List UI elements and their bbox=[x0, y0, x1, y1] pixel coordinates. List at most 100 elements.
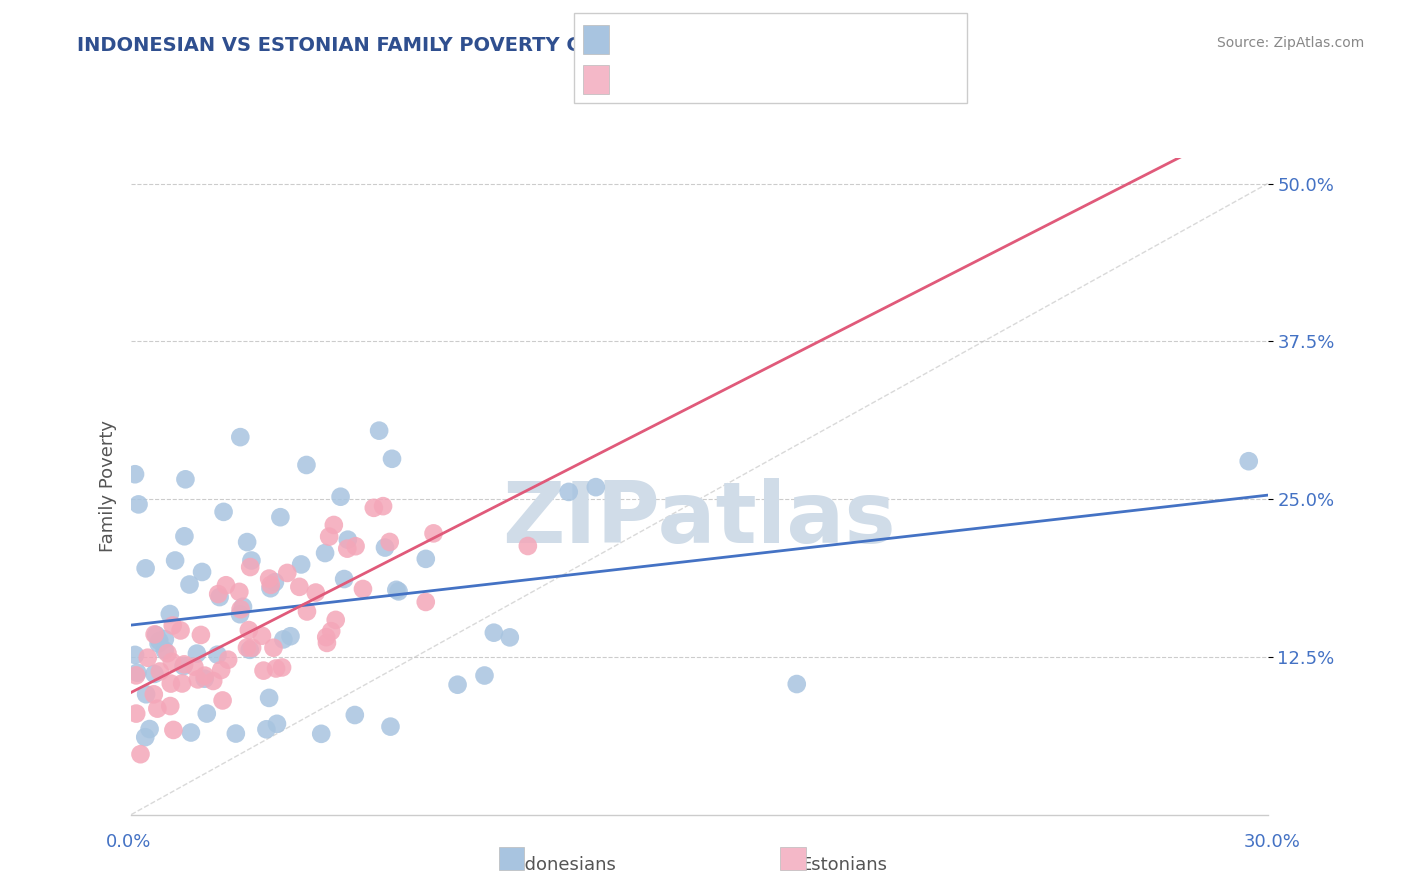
Point bbox=[271, 660, 294, 674]
Point bbox=[236, 640, 259, 655]
Point bbox=[174, 472, 197, 486]
Point bbox=[145, 628, 167, 642]
Point bbox=[499, 631, 522, 645]
Point bbox=[172, 676, 194, 690]
Point bbox=[309, 727, 332, 741]
Point bbox=[165, 553, 187, 567]
Point bbox=[162, 723, 184, 737]
Point bbox=[322, 518, 344, 533]
Point bbox=[236, 535, 259, 549]
Point bbox=[156, 646, 179, 660]
Point bbox=[318, 530, 340, 544]
Point bbox=[288, 580, 311, 594]
Point bbox=[343, 708, 366, 723]
Point bbox=[368, 424, 391, 438]
Point bbox=[250, 629, 273, 643]
Point bbox=[240, 640, 263, 655]
Point bbox=[482, 625, 505, 640]
Text: R =  0.710   N = 59: R = 0.710 N = 59 bbox=[612, 66, 787, 84]
Point bbox=[143, 627, 166, 641]
Point bbox=[149, 665, 172, 679]
Point bbox=[232, 599, 254, 614]
Point bbox=[257, 572, 280, 586]
Point bbox=[380, 720, 402, 734]
Point bbox=[194, 668, 217, 682]
Text: ZIPatlas: ZIPatlas bbox=[502, 478, 897, 561]
Point bbox=[229, 607, 252, 622]
Point bbox=[148, 636, 170, 650]
Point bbox=[225, 726, 247, 740]
Point bbox=[239, 643, 262, 657]
Point bbox=[125, 668, 148, 682]
Point bbox=[179, 577, 201, 591]
Point bbox=[387, 584, 409, 599]
Point bbox=[146, 701, 169, 715]
Point bbox=[159, 699, 181, 714]
Point bbox=[159, 676, 181, 690]
Point bbox=[159, 607, 181, 621]
Point bbox=[280, 629, 302, 643]
Point bbox=[195, 706, 218, 721]
Point bbox=[229, 602, 252, 616]
Text: Indonesians: Indonesians bbox=[509, 856, 616, 874]
Point bbox=[127, 665, 149, 680]
Point bbox=[1237, 454, 1260, 468]
Point bbox=[207, 587, 229, 601]
Point bbox=[153, 632, 176, 647]
Point bbox=[217, 653, 239, 667]
Point bbox=[585, 480, 607, 494]
Point bbox=[314, 546, 336, 560]
Point bbox=[211, 693, 233, 707]
Point bbox=[269, 510, 291, 524]
Point bbox=[202, 673, 225, 688]
Point bbox=[516, 539, 538, 553]
Point bbox=[422, 526, 444, 541]
Point bbox=[191, 565, 214, 579]
Point bbox=[173, 657, 195, 672]
Point bbox=[209, 663, 232, 677]
Point bbox=[381, 451, 404, 466]
Point bbox=[295, 458, 318, 472]
Point bbox=[276, 566, 298, 580]
Point bbox=[325, 613, 347, 627]
Point bbox=[160, 655, 183, 669]
Point bbox=[336, 533, 359, 547]
Point bbox=[263, 640, 285, 655]
Point bbox=[378, 535, 401, 549]
Point bbox=[124, 467, 146, 482]
Point bbox=[371, 499, 394, 513]
Point bbox=[385, 582, 408, 597]
Point bbox=[238, 623, 260, 637]
Point bbox=[186, 647, 208, 661]
Point bbox=[162, 618, 184, 632]
Point bbox=[257, 690, 280, 705]
Point bbox=[254, 723, 277, 737]
Point bbox=[264, 575, 287, 590]
Point bbox=[321, 624, 343, 639]
Point bbox=[290, 558, 312, 572]
Point bbox=[329, 490, 352, 504]
Point bbox=[273, 632, 295, 647]
Point bbox=[316, 636, 339, 650]
Point bbox=[125, 706, 148, 721]
Text: Source: ZipAtlas.com: Source: ZipAtlas.com bbox=[1216, 36, 1364, 50]
Point bbox=[446, 678, 468, 692]
Point bbox=[194, 672, 217, 686]
Point bbox=[142, 687, 165, 701]
Point bbox=[173, 659, 195, 673]
Point bbox=[252, 664, 274, 678]
Point bbox=[128, 497, 150, 511]
Point bbox=[136, 650, 159, 665]
Point bbox=[295, 605, 318, 619]
Point bbox=[333, 572, 356, 586]
Point bbox=[415, 552, 437, 566]
Point bbox=[207, 648, 229, 662]
Point bbox=[183, 659, 205, 673]
Point bbox=[315, 630, 337, 644]
Point bbox=[169, 624, 191, 638]
Text: 30.0%: 30.0% bbox=[1244, 833, 1301, 851]
Point bbox=[260, 578, 283, 592]
Text: R =  0.114   N = 66: R = 0.114 N = 66 bbox=[612, 26, 787, 44]
Point bbox=[143, 667, 166, 681]
Point bbox=[363, 500, 385, 515]
